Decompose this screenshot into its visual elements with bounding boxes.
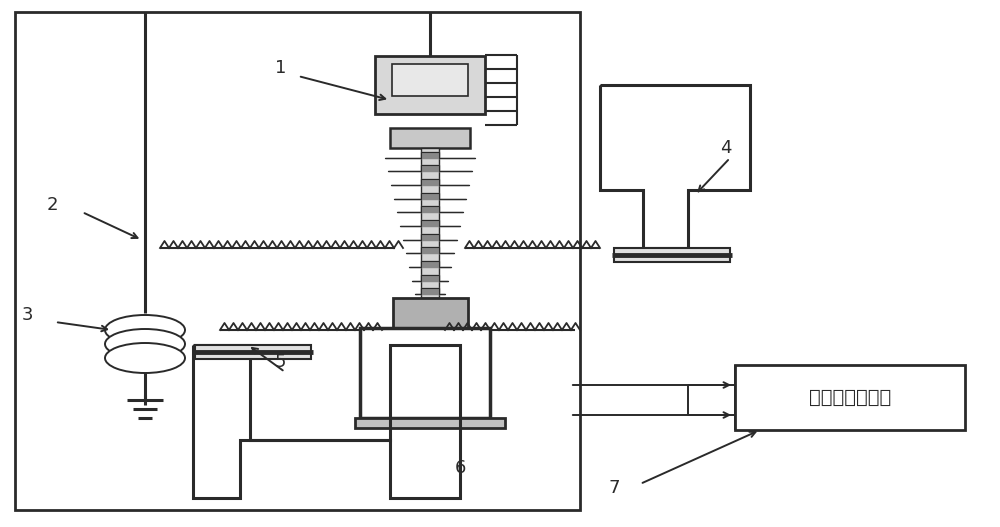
Polygon shape xyxy=(394,193,466,199)
Polygon shape xyxy=(409,261,451,267)
Text: 5: 5 xyxy=(275,353,287,371)
Text: 光纤衰减监测仪: 光纤衰减监测仪 xyxy=(809,388,891,407)
Bar xyxy=(390,128,470,148)
Ellipse shape xyxy=(105,315,185,345)
Bar xyxy=(355,418,505,428)
Polygon shape xyxy=(385,152,475,158)
Polygon shape xyxy=(415,288,445,294)
Text: 4: 4 xyxy=(720,139,732,157)
Bar xyxy=(392,64,468,96)
Text: 3: 3 xyxy=(22,306,34,324)
Polygon shape xyxy=(391,179,469,185)
Bar xyxy=(393,298,468,328)
Polygon shape xyxy=(406,247,454,253)
Bar xyxy=(360,328,490,418)
Polygon shape xyxy=(388,165,472,171)
Polygon shape xyxy=(403,233,457,240)
Polygon shape xyxy=(412,275,448,280)
Text: 6: 6 xyxy=(455,459,466,477)
Bar xyxy=(735,365,965,430)
Bar xyxy=(614,248,730,262)
Bar xyxy=(195,345,311,359)
Ellipse shape xyxy=(105,343,185,373)
Polygon shape xyxy=(397,207,463,212)
Bar xyxy=(375,56,485,114)
Bar xyxy=(421,148,439,298)
Text: 1: 1 xyxy=(275,59,286,77)
Ellipse shape xyxy=(105,329,185,359)
Polygon shape xyxy=(400,220,460,226)
Bar xyxy=(15,12,580,510)
Text: 2: 2 xyxy=(47,196,58,214)
Text: 7: 7 xyxy=(608,479,620,497)
